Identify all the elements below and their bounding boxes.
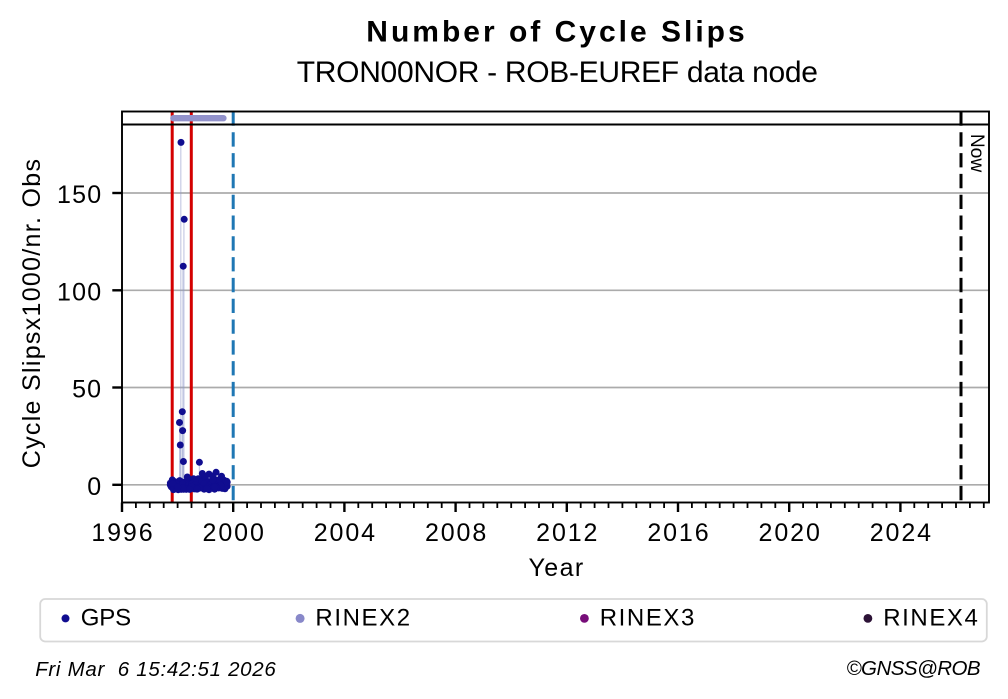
svg-text:0: 0 (87, 473, 102, 501)
svg-text:1996: 1996 (91, 519, 154, 547)
svg-text:©GNSS@ROB: ©GNSS@ROB (847, 657, 981, 680)
svg-text:50: 50 (72, 376, 102, 404)
svg-text:Now: Now (966, 134, 987, 173)
svg-text:RINEX4: RINEX4 (883, 604, 979, 631)
svg-text:Number of Cycle Slips: Number of Cycle Slips (366, 16, 747, 49)
svg-text:150: 150 (57, 181, 102, 209)
svg-text:Cycle Slipsx1000/nr. Obs: Cycle Slipsx1000/nr. Obs (18, 158, 46, 469)
svg-text:Year: Year (529, 554, 585, 582)
svg-text:TRON00NOR - ROB-EUREF data nod: TRON00NOR - ROB-EUREF data node (297, 56, 818, 89)
svg-text:GPS: GPS (81, 604, 131, 631)
svg-text:2024: 2024 (870, 519, 933, 547)
svg-text:2000: 2000 (203, 519, 266, 547)
svg-text:2004: 2004 (314, 519, 377, 547)
svg-text:2020: 2020 (759, 519, 822, 547)
svg-text:RINEX3: RINEX3 (600, 604, 696, 631)
svg-text:RINEX2: RINEX2 (315, 604, 411, 631)
svg-text:2008: 2008 (425, 519, 488, 547)
svg-text:2012: 2012 (536, 519, 599, 547)
svg-text:100: 100 (57, 278, 102, 306)
svg-text:2016: 2016 (647, 519, 710, 547)
svg-text:Fri Mar 6 15:42:51 2026: Fri Mar 6 15:42:51 2026 (35, 658, 276, 681)
